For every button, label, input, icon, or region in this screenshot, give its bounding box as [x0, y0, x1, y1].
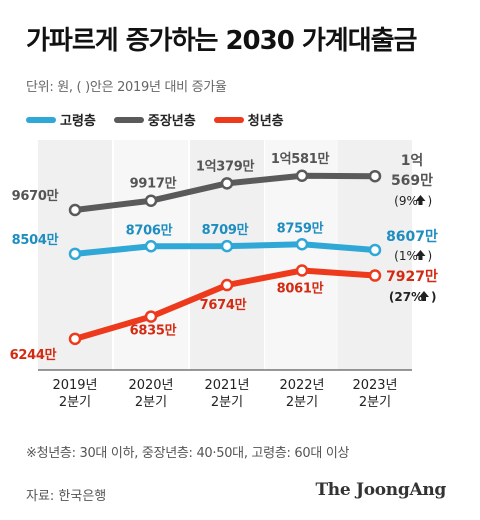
change-rate-label: (9%) [394, 194, 432, 208]
change-rate-label: (27%) [389, 290, 437, 304]
data-label: 8504만 [12, 232, 59, 248]
data-point [220, 239, 234, 253]
chart-title: 가파르게 증가하는 2030 가계대출금 [26, 26, 417, 56]
x-tick-label: 2023년 2분기 [352, 378, 397, 410]
change-rate-close: ) [431, 290, 436, 304]
end-value-label: 569만 [391, 173, 433, 189]
data-point [220, 278, 234, 292]
legend-item-middle-aged: 중장년층 [113, 110, 196, 129]
legend-swatch-youth [213, 116, 244, 123]
up-arrow-icon [419, 291, 429, 301]
x-tick-label: 2019년 2분기 [52, 378, 97, 410]
data-point [68, 332, 82, 346]
legend-label-elderly: 고령층 [60, 114, 96, 129]
change-rate-text: (9% [394, 194, 418, 208]
data-point [220, 177, 234, 190]
legend: 고령층 중장년층 청년층 [26, 110, 284, 129]
change-rate-text: (27% [389, 290, 423, 304]
x-tick-label: 2022년 2분기 [279, 378, 324, 410]
data-point [295, 238, 309, 251]
data-label: 8706만 [126, 222, 173, 238]
data-point [295, 169, 309, 183]
legend-swatch-middle-aged [113, 116, 144, 123]
legend-item-youth: 청년층 [213, 110, 284, 129]
data-point [368, 269, 382, 282]
source: 자료: 한국은행 [26, 489, 107, 504]
change-rate-close: ) [428, 194, 433, 208]
data-label: 9917만 [130, 176, 177, 192]
line-chart: 2019년 2분기 2020년 2분기 2021년 2분기 2022년 2분기 2023년 2분기… [10, 140, 438, 410]
column-band [190, 140, 264, 370]
column-band [114, 140, 188, 370]
data-point [368, 169, 382, 183]
data-label: 8709만 [202, 222, 249, 238]
data-label: 9670만 [12, 188, 59, 204]
data-point [144, 310, 158, 323]
x-tick-label: 2020년 2분기 [128, 378, 173, 410]
data-point [68, 247, 82, 261]
legend-swatch-elderly [26, 116, 56, 123]
data-label: 8759만 [277, 220, 324, 236]
legend-label-middle-aged: 중장년층 [147, 114, 196, 129]
data-label: 7674만 [200, 297, 247, 313]
data-label: 1억581만 [271, 151, 330, 167]
data-point [295, 264, 309, 277]
up-arrow-icon [415, 195, 426, 205]
change-rate-close: ) [428, 249, 433, 263]
data-point [68, 203, 82, 217]
x-tick-label: 2021년 2분기 [204, 378, 249, 410]
end-value-label: 8607만 [386, 229, 438, 245]
legend-item-elderly: 고령층 [26, 110, 96, 129]
data-label: 6835만 [130, 323, 177, 339]
change-rate-text: (1% [394, 249, 418, 263]
end-value-label: 1억 [401, 153, 424, 169]
data-label: 1억379만 [196, 158, 255, 174]
legend-label-youth: 청년층 [247, 114, 284, 129]
change-rate-label: (1%) [394, 249, 432, 263]
data-point [144, 240, 158, 253]
footnote: ※청년층: 30대 이하, 중장년층: 40·50대, 고령층: 60대 이상 [26, 446, 350, 461]
data-point [368, 243, 382, 257]
chart-subtitle: 단위: 원, ( )안은 2019년 대비 증가율 [26, 80, 227, 95]
end-value-label: 7927만 [386, 269, 438, 285]
data-point [144, 194, 158, 207]
up-arrow-icon [415, 250, 426, 260]
publisher-logo: The JoongAng [315, 480, 446, 500]
data-label: 8061만 [277, 281, 324, 297]
data-label: 6244만 [10, 347, 57, 363]
